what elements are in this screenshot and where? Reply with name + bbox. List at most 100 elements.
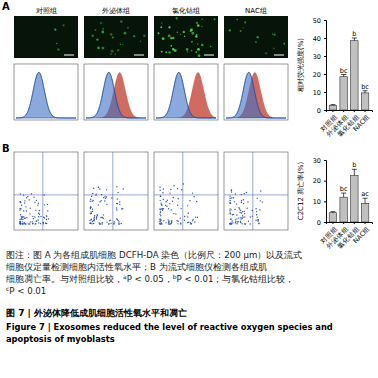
dot-plot-event — [162, 208, 163, 209]
dot-plot-event — [240, 209, 241, 210]
dot-plot-event — [103, 218, 104, 219]
y-tick-label: 50 — [313, 17, 321, 25]
fluorescence-dot — [102, 28, 104, 30]
dot-plot-event — [183, 183, 184, 184]
image-label: 外泌体组 — [102, 7, 130, 15]
scale-bar — [64, 55, 74, 56]
y-tick-label: 10 — [313, 198, 321, 206]
fluorescence-dot — [127, 27, 129, 29]
dot-plot-event — [28, 223, 29, 224]
dot-plot-event — [25, 206, 26, 207]
dot-plot-event — [161, 222, 162, 223]
quadrant-line — [154, 194, 218, 195]
y-axis-title: C2C12 凋亡率(%) — [297, 161, 305, 220]
dot-plot-event — [100, 223, 101, 224]
dot-plot-event — [258, 219, 259, 220]
dot-plot-event — [19, 219, 20, 220]
dot-plot-event — [194, 221, 195, 222]
fluorescence-dot — [283, 43, 285, 45]
caption-line: 细胞凋亡率。与对照组比较，aP < 0.05，bP < 0.01；与氯化钴组比较… — [6, 273, 294, 284]
dot-plot-event — [250, 216, 251, 217]
dot-plot-event — [101, 223, 102, 224]
dot-plot-event — [24, 202, 25, 203]
fluorescence-dot — [236, 19, 238, 21]
fluorescence-dot — [191, 32, 194, 35]
histogram-sample — [86, 72, 146, 118]
error-bar-stem — [365, 198, 366, 203]
dot-plot-event — [230, 203, 231, 204]
dot-plot-event — [235, 222, 236, 223]
dot-plot-event — [163, 199, 164, 200]
dot-plot-event — [167, 219, 168, 220]
dot-plot-event — [159, 187, 160, 188]
dot-plot-event — [160, 211, 161, 212]
dot-plot-event — [110, 219, 111, 220]
dot-plot-event — [167, 200, 168, 201]
dot-plot-event — [37, 219, 38, 220]
dot-plot-event — [245, 223, 246, 224]
bar-chart: 01020304050对照组外泌体组氯化钴组NAC组相对荧光强度(%)bcbbc — [297, 17, 373, 139]
fluorescence-dot — [115, 53, 117, 55]
dot-plot-event — [19, 223, 20, 224]
y-tick-mark — [324, 160, 326, 161]
dot-plot-event — [262, 201, 263, 202]
y-axis: 01020304050 — [313, 17, 327, 115]
dot-plot-event — [187, 222, 188, 223]
dot-plot-event — [229, 223, 230, 224]
panel-label: A — [2, 1, 10, 12]
dot-plot-event — [242, 215, 243, 216]
dot-plot-event — [34, 223, 35, 224]
fluorescence-dot — [255, 41, 257, 43]
dot-plot-event — [20, 202, 21, 203]
caption-line: cP < 0.01 — [6, 285, 46, 296]
dot-plot-event — [96, 218, 97, 219]
dot-plot-event — [163, 188, 164, 189]
dot-plot-event — [22, 223, 23, 224]
dot-plot-event — [93, 188, 94, 189]
image-background — [224, 16, 288, 58]
dot-plot-event — [40, 223, 41, 224]
dot-plot-event — [159, 213, 160, 214]
dot-plot-event — [181, 189, 182, 190]
caption-text: P < 0.05， — [127, 274, 173, 284]
dot-plot-event — [173, 197, 174, 198]
dot-plot-event — [31, 193, 32, 194]
dot-plot-event — [111, 197, 112, 198]
fluorescence-dot — [273, 48, 275, 50]
y-tick-label: 30 — [313, 53, 321, 61]
x-tick-mark — [343, 222, 344, 224]
dot-plot-event — [244, 193, 245, 194]
y-tick-mark — [324, 38, 326, 39]
dot-plot-event — [231, 218, 232, 219]
dot-plot-event — [229, 212, 230, 213]
dot-plot-event — [244, 223, 245, 224]
dot-plot-event — [159, 218, 160, 219]
dot-plot-event — [35, 223, 36, 224]
fluorescence-dot — [201, 26, 202, 27]
flow-dot-plot — [14, 152, 78, 230]
dot-plot-event — [159, 223, 160, 224]
x-tick-mark — [365, 222, 366, 224]
fluorescence-dot — [273, 33, 275, 35]
fluorescence-dot — [161, 22, 162, 23]
dot-plot-event — [236, 223, 237, 224]
dot-plot-event — [255, 220, 256, 221]
y-tick-mark — [324, 201, 326, 202]
dot-plot-event — [160, 223, 161, 224]
dot-plot-event — [240, 222, 241, 223]
dot-plot-event — [229, 203, 230, 204]
fluorescence-dot — [180, 34, 181, 35]
dot-plot-event — [90, 206, 91, 207]
error-bar-cap — [330, 104, 335, 105]
dot-plot-event — [92, 200, 93, 201]
histogram-control — [16, 72, 76, 118]
dot-plot-event — [30, 207, 31, 208]
dot-plot-event — [32, 223, 33, 224]
fluorescence-dot — [198, 54, 201, 57]
dot-plot-event — [187, 216, 188, 217]
caption-text: 细胞仪定量检测细胞内活性氧水平；B 为流式细胞仪检测各组成肌 — [6, 262, 267, 272]
dot-plot-event — [91, 196, 92, 197]
dot-plot-event — [20, 223, 21, 224]
flow-histogram — [14, 64, 78, 120]
histogram-outline — [86, 72, 146, 118]
